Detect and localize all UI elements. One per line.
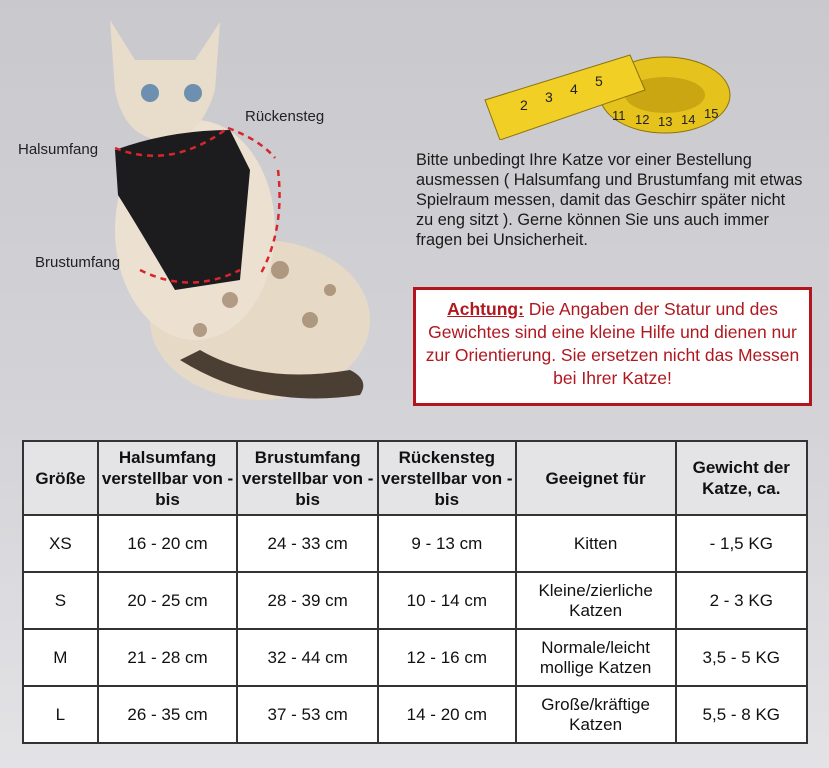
cell: Kitten: [514, 514, 677, 573]
neck-label: Halsumfang: [18, 141, 99, 158]
table-row: M 21 - 28 cm 32 - 44 cm 12 - 16 cm Normale/l…: [22, 628, 809, 687]
cell: 37 - 53 cm: [236, 685, 380, 744]
cell: 12 - 16 cm: [377, 628, 517, 687]
tape-number: 13: [658, 114, 672, 129]
cell: 14 - 20 cm: [377, 685, 517, 744]
warning-title: Achtung:: [447, 299, 524, 319]
warning-text: Die Angaben der Statur und des Gewichtes…: [425, 299, 800, 388]
size-table: Größe Halsumfang verstellbar von - bis B…: [22, 440, 809, 744]
cell: XS: [22, 514, 99, 573]
table-row: XS 16 - 20 cm 24 - 33 cm 9 - 13 cm Kitten - 1…: [22, 514, 809, 573]
header-back: Rückensteg verstellbar von - bis: [377, 440, 517, 516]
cell: 5,5 - 8 KG: [674, 685, 809, 744]
tape-number: 15: [704, 106, 718, 121]
cell: 21 - 28 cm: [96, 628, 239, 687]
cell: - 1,5 KG: [674, 514, 809, 573]
tape-number: 2: [520, 97, 528, 113]
cell: M: [22, 628, 99, 687]
tape-measure-image: 2 3 4 5 11 12 13 14 15: [484, 54, 731, 140]
cat-with-harness-image: [110, 20, 370, 400]
tape-number: 14: [681, 112, 695, 127]
cell: 9 - 13 cm: [377, 514, 517, 573]
chest-label: Brustumfang: [35, 254, 121, 271]
tape-number: 11: [612, 108, 626, 123]
tape-number: 12: [635, 112, 649, 127]
cell: 3,5 - 5 KG: [674, 628, 809, 687]
cell: 32 - 44 cm: [236, 628, 380, 687]
table-row: L 26 - 35 cm 37 - 53 cm 14 - 20 cm Große/krä…: [22, 685, 809, 744]
cell: 26 - 35 cm: [96, 685, 239, 744]
back-label: Rückensteg: [245, 108, 325, 125]
cell: Normale/leicht mollige Katzen: [514, 628, 677, 687]
cell: 16 - 20 cm: [96, 514, 239, 573]
cell: 20 - 25 cm: [96, 571, 239, 630]
cell: Kleine/zierliche Katzen: [514, 571, 677, 630]
header-size: Größe: [22, 440, 99, 516]
cell: L: [22, 685, 99, 744]
table-row: S 20 - 25 cm 28 - 39 cm 10 - 14 cm Kleine/zi…: [22, 571, 809, 630]
header-weight: Gewicht der Katze, ca.: [674, 440, 809, 516]
tape-number: 3: [545, 89, 553, 105]
warning-box: Achtung: Die Angaben der Statur und des …: [413, 287, 812, 406]
table-header-row: Größe Halsumfang verstellbar von - bis B…: [22, 440, 809, 516]
cell: 28 - 39 cm: [236, 571, 380, 630]
cell: 24 - 33 cm: [236, 514, 380, 573]
header-suitable: Geeignet für: [514, 440, 677, 516]
cell: 2 - 3 KG: [674, 571, 809, 630]
tape-number: 4: [570, 81, 578, 97]
cell: 10 - 14 cm: [377, 571, 517, 630]
measuring-instructions: Bitte unbedingt Ihre Katze vor einer Bes…: [416, 151, 803, 249]
header-neck: Halsumfang verstellbar von - bis: [96, 440, 239, 516]
header-chest: Brustumfang verstellbar von - bis: [236, 440, 380, 516]
tape-number: 5: [595, 73, 603, 89]
cell: S: [22, 571, 99, 630]
cell: Große/kräftige Katzen: [514, 685, 677, 744]
